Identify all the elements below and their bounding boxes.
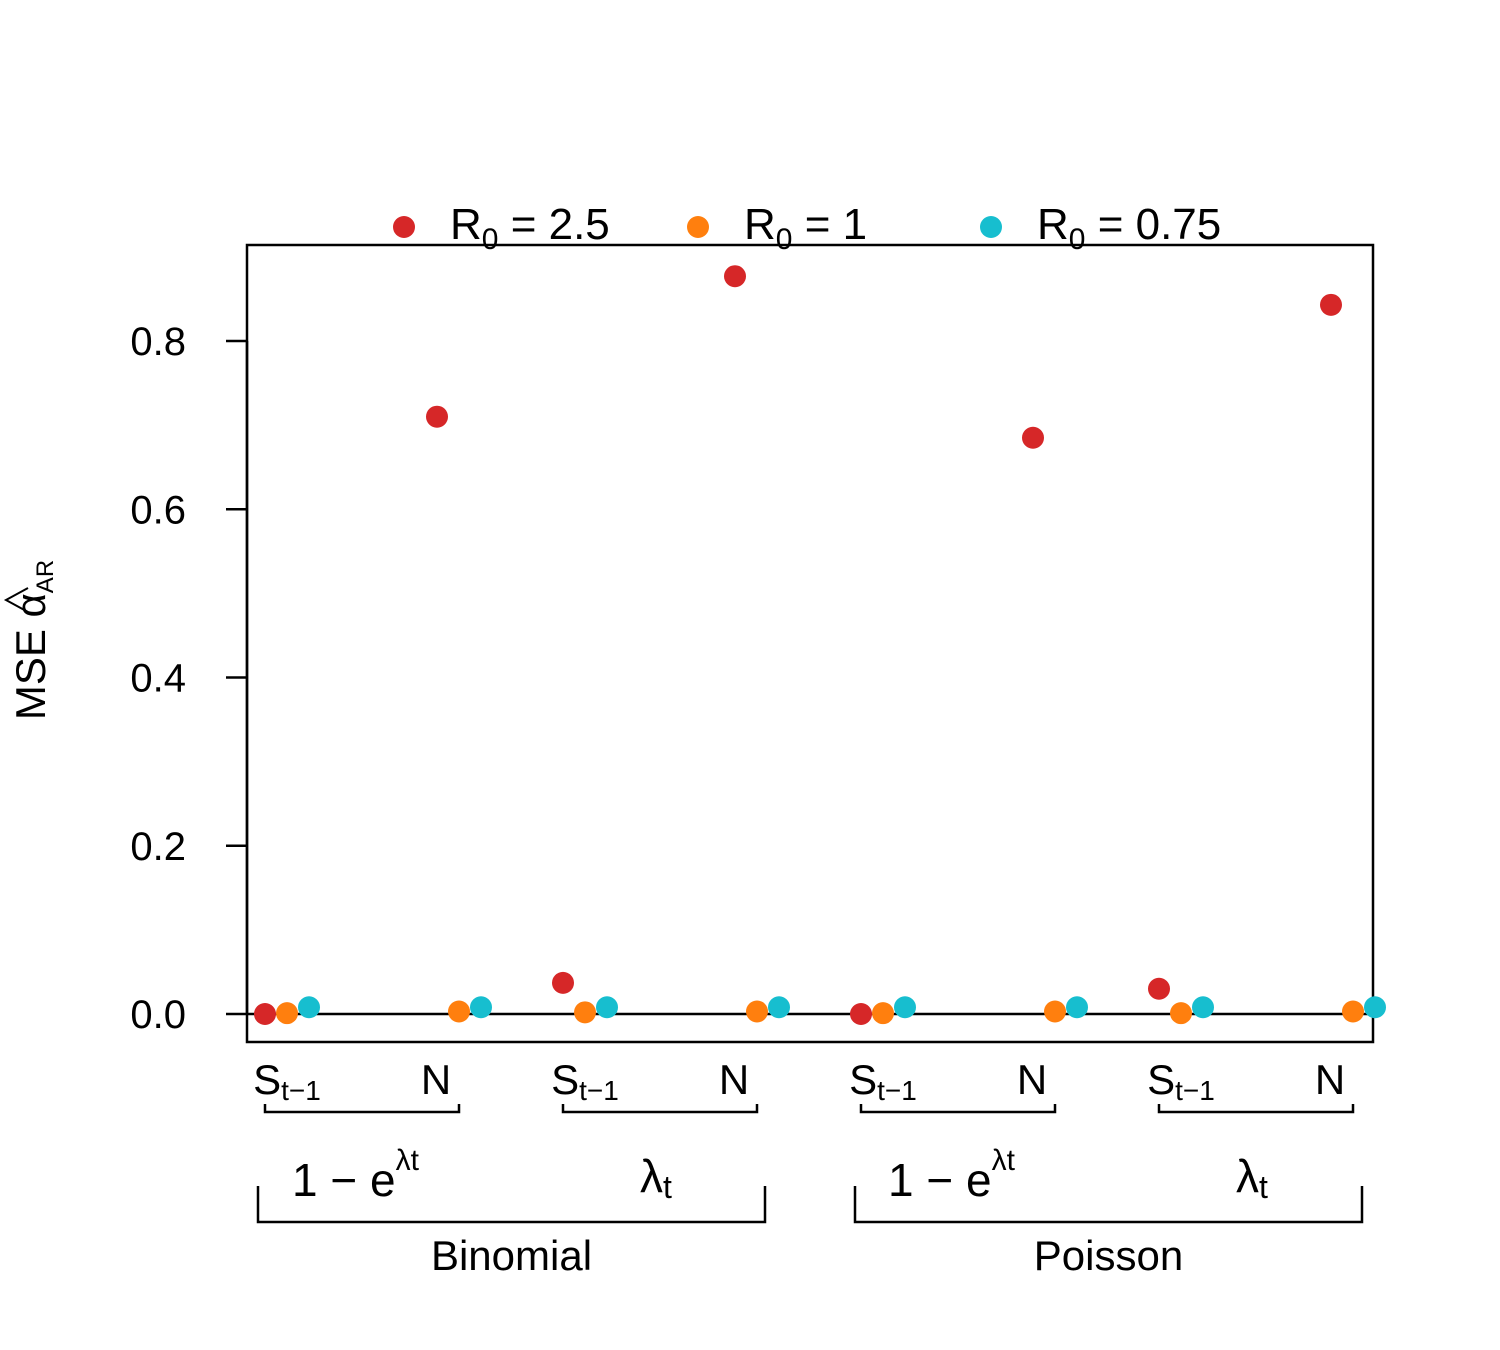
point bbox=[1044, 1000, 1066, 1023]
y-tick-label: 0.8 bbox=[130, 320, 186, 364]
point bbox=[1170, 1002, 1192, 1025]
point bbox=[426, 405, 448, 428]
point bbox=[724, 265, 746, 288]
legend-marker bbox=[687, 216, 709, 238]
point bbox=[850, 1003, 872, 1025]
link-function-label: 1 − eλt bbox=[292, 1144, 420, 1206]
point bbox=[1342, 1000, 1364, 1023]
point bbox=[1148, 977, 1170, 1000]
y-axis: 0.0 0.2 0.4 0.6 0.8 bbox=[130, 320, 249, 1037]
x-category-label: St−1 bbox=[1147, 1056, 1215, 1106]
point bbox=[746, 1000, 768, 1023]
point bbox=[276, 1002, 298, 1025]
pair-bracket bbox=[561, 1104, 759, 1114]
x-category-label: St−1 bbox=[253, 1056, 321, 1106]
data-points bbox=[254, 265, 1386, 1025]
x-category-label: N bbox=[1017, 1056, 1047, 1103]
point bbox=[1192, 996, 1214, 1019]
point bbox=[1364, 996, 1386, 1019]
distribution-label: Binomial bbox=[431, 1232, 592, 1279]
point bbox=[1022, 426, 1044, 449]
point bbox=[552, 971, 574, 994]
y-axis-title-prefix: MSE bbox=[7, 617, 54, 720]
distribution-bracket bbox=[256, 1186, 767, 1224]
legend-label: R0 = 1 bbox=[744, 200, 867, 256]
point bbox=[448, 1000, 470, 1023]
x-category-label: St−1 bbox=[849, 1056, 917, 1106]
y-tick-label: 0.6 bbox=[130, 488, 186, 532]
point bbox=[470, 996, 492, 1019]
point bbox=[1066, 996, 1088, 1019]
point bbox=[872, 1002, 894, 1025]
point bbox=[894, 996, 916, 1019]
x-category-label: N bbox=[1315, 1056, 1345, 1103]
y-tick-label: 0.0 bbox=[130, 993, 186, 1037]
point bbox=[574, 1001, 596, 1024]
point bbox=[596, 996, 618, 1019]
point bbox=[298, 996, 320, 1019]
link-function-labels: 1 − eλt λt 1 − eλt λt bbox=[292, 1144, 1268, 1206]
y-tick-label: 0.2 bbox=[130, 825, 186, 869]
legend: R0 = 2.5 R0 = 1 R0 = 0.75 bbox=[393, 200, 1221, 256]
x-category-labels: St−1 N St−1 N St−1 N St−1 N bbox=[253, 1056, 1355, 1114]
link-function-label: λt bbox=[1236, 1150, 1268, 1205]
legend-label: R0 = 0.75 bbox=[1037, 200, 1221, 256]
distribution-labels: Binomial Poisson bbox=[256, 1186, 1364, 1279]
link-function-label: 1 − eλt bbox=[888, 1144, 1016, 1206]
distribution-label: Poisson bbox=[1034, 1232, 1183, 1279]
legend-marker bbox=[393, 216, 415, 238]
legend-marker bbox=[980, 216, 1002, 238]
pair-bracket bbox=[263, 1104, 461, 1114]
pair-bracket bbox=[859, 1104, 1057, 1114]
x-category-label: St−1 bbox=[551, 1056, 619, 1106]
pair-bracket bbox=[1157, 1104, 1355, 1114]
x-category-label: N bbox=[719, 1056, 749, 1103]
y-axis-title-hat bbox=[3, 587, 29, 613]
x-category-label: N bbox=[421, 1056, 451, 1103]
distribution-bracket bbox=[853, 1186, 1364, 1224]
legend-label: R0 = 2.5 bbox=[450, 200, 610, 256]
point bbox=[254, 1003, 276, 1025]
point bbox=[1320, 293, 1342, 316]
point bbox=[768, 996, 790, 1019]
link-function-label: λt bbox=[640, 1150, 672, 1205]
y-tick-label: 0.4 bbox=[130, 657, 186, 701]
y-axis-title-subscript: AR bbox=[32, 560, 59, 593]
